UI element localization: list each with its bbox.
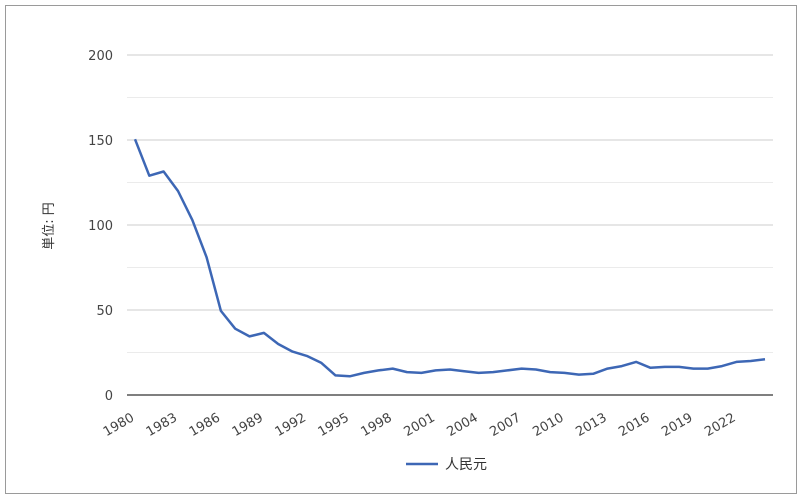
- x-tick-label: 2022: [702, 410, 738, 440]
- x-tick-label: 2019: [659, 410, 695, 440]
- x-tick-label: 2004: [444, 410, 480, 440]
- y-tick-label: 200: [88, 49, 113, 64]
- x-tick-label: 2007: [487, 410, 523, 440]
- y-tick-label: 0: [105, 389, 113, 404]
- grid-lines: [127, 54, 773, 396]
- y-tick-label: 100: [88, 219, 113, 234]
- x-tick-label: 1995: [316, 410, 352, 440]
- x-tick-labels: 1980 1983 1986 1989 1992 1995 1998 2001 2004 2007…: [101, 410, 739, 440]
- y-tick-label: 50: [96, 304, 113, 319]
- series-line: [133, 138, 766, 378]
- x-tick-label: 1989: [230, 410, 266, 440]
- x-tick-label: 2001: [402, 410, 438, 440]
- y-tick-labels: 0 50 100 150 200: [88, 49, 113, 404]
- x-tick-label: 1983: [144, 410, 180, 440]
- x-tick-label: 1998: [359, 410, 395, 440]
- x-tick-label: 2010: [530, 410, 566, 440]
- y-tick-label: 150: [88, 134, 113, 149]
- chart-frame: [5, 5, 797, 494]
- x-tick-label: 1992: [273, 410, 309, 440]
- legend-label: 人民元: [445, 457, 487, 473]
- y-axis-label: 単位: 円: [41, 202, 57, 250]
- x-tick-label: 1980: [101, 410, 137, 440]
- legend: 人民元: [406, 457, 487, 473]
- series-lines: [133, 138, 766, 378]
- x-tick-label: 2016: [616, 410, 652, 440]
- x-tick-label: 1986: [187, 410, 223, 440]
- x-tick-label: 2013: [573, 410, 609, 440]
